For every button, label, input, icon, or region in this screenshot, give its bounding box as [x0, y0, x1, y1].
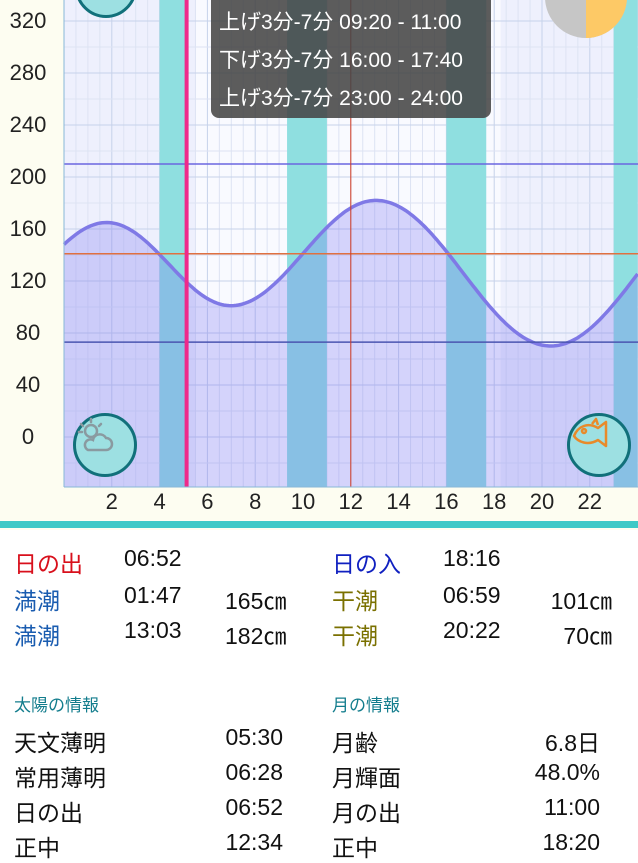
- high-tide-time: 01:47: [124, 582, 182, 608]
- moon-info-title: 月の情報: [332, 696, 400, 715]
- y-tick-label: 200: [9, 164, 47, 189]
- sunrise-time: 06:52: [124, 545, 182, 571]
- info-value: 05:30: [225, 724, 283, 750]
- info-label: 正中: [14, 835, 60, 861]
- y-tick-label: 80: [15, 320, 41, 345]
- fishing-band: [613, 0, 638, 487]
- weather-button[interactable]: [73, 413, 137, 477]
- sunrise-label: 日の出: [14, 551, 83, 577]
- info-label: 天文薄明: [14, 730, 106, 756]
- fish-icon: [572, 417, 608, 448]
- tooltip-line: 下げ3分-7分 16:00 - 17:40: [219, 49, 463, 72]
- x-tick-label: 4: [153, 489, 166, 514]
- high-tide-label: 満潮: [14, 623, 60, 649]
- y-tick-label: 0: [21, 424, 35, 449]
- high-tide-height: 165㎝: [225, 588, 287, 614]
- info-label: 正中: [332, 835, 378, 861]
- info-value: 06:28: [225, 759, 283, 785]
- x-tick-label: 2: [105, 489, 118, 514]
- info-label: 常用薄明: [14, 765, 106, 791]
- x-tick-label: 14: [386, 489, 411, 514]
- sunset-time: 18:16: [443, 545, 501, 571]
- tide-chart[interactable]: 0 40 80 120 160 200 240 280 320 2 4 6 8 10 12 14 16 18 20…: [0, 0, 638, 530]
- y-tick-label: 120: [9, 268, 47, 293]
- sunset-label: 日の入: [332, 551, 401, 577]
- info-label: 日の出: [14, 800, 83, 826]
- section-divider: [0, 521, 638, 528]
- y-tick-label: 280: [9, 60, 47, 85]
- low-tide-height: 70㎝: [563, 623, 612, 649]
- x-tick-label: 20: [529, 489, 555, 514]
- info-value: 11:00: [544, 794, 600, 820]
- tooltip-line: 上げ3分-7分 09:20 - 11:00: [219, 11, 462, 34]
- x-tick-label: 10: [290, 489, 316, 514]
- fishing-time-tooltip: 上げ3分-7分 09:20 - 11:00 下げ3分-7分 16:00 - 17…: [211, 0, 491, 118]
- info-value: 18:20: [542, 829, 600, 855]
- high-tide-height: 182㎝: [225, 623, 287, 649]
- info-value: 48.0%: [534, 759, 600, 785]
- low-tide-label: 干潮: [332, 623, 378, 649]
- low-tide-time: 06:59: [443, 582, 501, 608]
- info-value: 6.8日: [545, 730, 600, 756]
- y-tick-label: 40: [15, 372, 41, 397]
- info-label: 月齢: [332, 730, 378, 756]
- low-tide-time: 20:22: [443, 617, 501, 643]
- weather-partly-cloudy-icon: [77, 417, 114, 452]
- x-tick-label: 12: [338, 489, 364, 514]
- x-tick-label: 6: [201, 489, 214, 514]
- y-tick-label: 160: [9, 216, 47, 241]
- y-tick-label: 240: [9, 112, 47, 137]
- fishing-band: [159, 0, 186, 487]
- high-tide-label: 満潮: [14, 588, 60, 614]
- info-label: 月輝面: [332, 765, 401, 791]
- tooltip-line: 上げ3分-7分 23:00 - 24:00: [219, 87, 463, 110]
- x-tick-label: 22: [577, 489, 603, 514]
- x-tick-label: 16: [434, 489, 459, 514]
- sun-info-title: 太陽の情報: [14, 696, 99, 715]
- info-value: 12:34: [225, 829, 283, 855]
- x-tick-label: 8: [249, 489, 262, 514]
- y-tick-label: 320: [9, 8, 47, 33]
- low-tide-label: 干潮: [332, 588, 378, 614]
- high-tide-time: 13:03: [124, 617, 182, 643]
- info-value: 06:52: [225, 794, 283, 820]
- x-tick-label: 18: [481, 489, 507, 514]
- info-label: 月の出: [332, 800, 401, 826]
- fish-button[interactable]: [567, 413, 631, 477]
- low-tide-height: 101㎝: [550, 588, 612, 614]
